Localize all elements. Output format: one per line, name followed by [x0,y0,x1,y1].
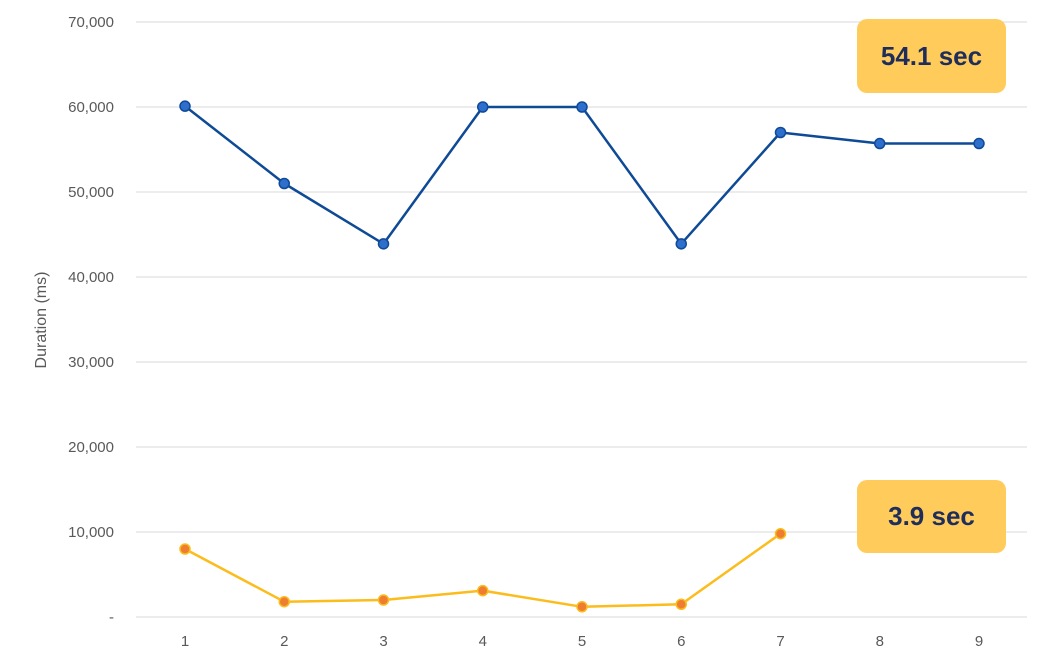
series-group [179,100,985,613]
x-tick-label: 3 [379,633,387,650]
data-point [774,527,787,540]
data-point [576,601,588,613]
data-point [675,238,687,250]
x-tick-label: 5 [578,633,586,650]
y-tick-label: 50,000 [68,184,114,201]
y-tick-label: 30,000 [68,354,114,371]
data-point [179,543,191,555]
y-tick-label: 20,000 [68,439,114,456]
y-tick-label: 60,000 [68,99,114,116]
data-point [278,177,290,190]
x-tick-label: 2 [280,633,288,650]
data-point [874,137,886,150]
annotation-badge-series-1: 54.1 sec [857,19,1006,93]
data-point [477,101,489,113]
data-point [377,238,390,250]
data-point [774,126,787,139]
gridlines [136,21,1027,618]
x-tick-label: 4 [479,633,487,650]
series-line [184,105,979,246]
x-tick-label: 1 [181,633,189,650]
y-axis-label: Duration (ms) [33,272,50,369]
x-axis-ticks: 1 2 3 4 5 6 7 8 9 [181,633,983,650]
annotation-badge-series-2: 3.9 sec [857,480,1006,553]
data-point [675,598,687,610]
x-tick-label: 7 [776,633,784,650]
y-tick-label: - [109,609,114,626]
y-tick-label: 10,000 [68,524,114,541]
data-point [278,595,290,608]
x-tick-label: 6 [677,633,685,650]
series-1 [179,100,985,250]
y-tick-label: 40,000 [68,269,114,286]
x-tick-label: 9 [975,633,983,650]
data-point [179,100,191,112]
x-tick-label: 8 [876,633,884,650]
data-point [477,584,489,597]
data-point [973,137,985,150]
series-2 [179,527,787,613]
data-point [576,101,588,113]
data-point [377,594,390,606]
y-tick-label: 70,000 [68,14,114,31]
y-axis-ticks: - 10,000 20,000 30,000 40,000 50,000 60,000 70,… [68,14,114,626]
